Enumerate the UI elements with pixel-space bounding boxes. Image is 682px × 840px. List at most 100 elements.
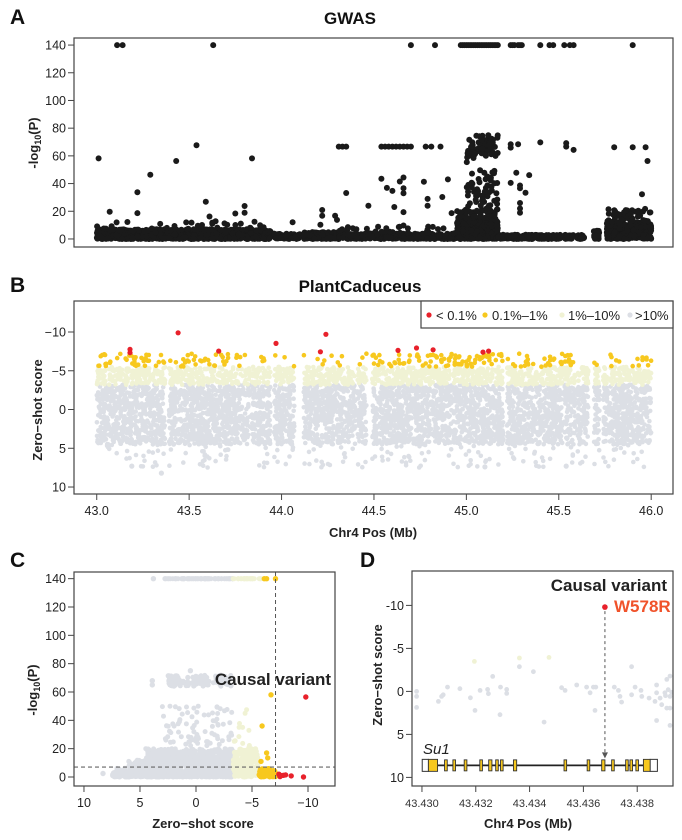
gwas-point	[570, 42, 577, 49]
gwas-point	[241, 209, 248, 216]
variant-point-grey	[217, 384, 223, 389]
y-tick-label: 20	[52, 205, 66, 219]
gwas-point	[400, 209, 407, 216]
variant-point-grey	[167, 425, 173, 431]
gwas-point	[526, 172, 533, 179]
variant-point-grey	[141, 453, 146, 459]
variant-point-grey	[124, 397, 129, 403]
variant-point-grey	[225, 384, 230, 389]
gwas-point-black	[171, 223, 178, 229]
variant-point-grey	[261, 464, 267, 470]
variant-point-grey	[287, 454, 292, 459]
gwas-point-black	[595, 227, 602, 234]
variant-point-grey	[213, 419, 219, 424]
variant-point-grey	[211, 426, 216, 431]
gwas-point	[420, 178, 427, 185]
variant-point-grey	[212, 397, 217, 402]
variant-point-grey	[96, 413, 101, 418]
variant-point-grey	[157, 418, 162, 424]
gwas-point-black	[429, 223, 436, 230]
variant-point-grey	[222, 439, 228, 445]
variant-point-grey	[146, 449, 152, 454]
gwas-point-black	[500, 231, 507, 238]
variant-point-grey	[145, 386, 151, 392]
variant-point-grey	[256, 389, 262, 395]
variant-point-grey	[142, 458, 147, 464]
variant-point-grey	[227, 417, 233, 422]
gwas-point-black	[354, 234, 361, 241]
variant-point-grey	[232, 411, 238, 417]
variant-point-grey	[250, 438, 256, 443]
plantcaduceus-x-axis-label: Chr4 Pos (Mb)	[329, 525, 417, 540]
variant-point-grey	[198, 431, 204, 436]
gwas-point-black	[260, 224, 267, 231]
gwas-point-black	[307, 232, 313, 239]
gwas-point	[629, 144, 636, 151]
variant-point-grey	[275, 459, 280, 465]
variant-point-grey	[259, 430, 265, 435]
gwas-point-black	[481, 188, 488, 195]
points-1	[94, 330, 654, 476]
variant-point-grey	[122, 416, 128, 422]
variant-point-grey	[245, 422, 250, 428]
gwas-point	[550, 42, 557, 49]
gwas-point-black	[519, 235, 526, 242]
panel-letter-a: A	[10, 6, 25, 29]
variant-point-grey	[134, 387, 140, 392]
variant-point-grey	[140, 422, 145, 427]
gwas-point-black	[462, 215, 469, 222]
variant-point-grey	[206, 387, 212, 393]
gwas-point-black	[473, 228, 480, 235]
variant-point-grey	[188, 418, 194, 424]
variant-point-grey	[220, 420, 226, 425]
gwas-point-black	[637, 212, 644, 219]
gwas-point	[537, 139, 544, 146]
variant-point-grey	[147, 406, 153, 411]
variant-point-grey	[154, 423, 160, 429]
variant-point-grey	[289, 433, 294, 439]
gwas-point	[517, 205, 523, 212]
gwas-point-black	[605, 206, 612, 213]
variant-point-grey	[118, 441, 124, 447]
variant-point-grey	[119, 390, 125, 396]
variant-point-grey	[184, 397, 190, 403]
variant-point-grey	[189, 405, 195, 410]
gwas-point	[400, 222, 407, 229]
variant-point-grey	[173, 389, 178, 395]
ylabel-subscript: 10	[32, 682, 42, 692]
gwas-point-black	[387, 234, 394, 241]
gwas-point	[114, 42, 121, 49]
gwas-point	[147, 171, 154, 178]
variant-point-grey	[118, 410, 123, 415]
gwas-point	[537, 42, 544, 49]
gwas-point	[232, 210, 239, 217]
gwas-point-black	[360, 232, 366, 239]
gwas-point-black	[353, 226, 360, 233]
gwas-point-black	[344, 224, 351, 231]
gwas-point	[400, 190, 407, 197]
variant-point-grey	[246, 403, 251, 409]
gwas-point	[639, 191, 645, 198]
variant-point-grey	[193, 418, 199, 423]
gwas-point-black	[479, 145, 486, 152]
variant-point-grey	[144, 435, 149, 440]
gwas-point-black	[488, 221, 494, 228]
gwas-point-black	[160, 235, 167, 242]
variant-point-grey	[251, 387, 256, 392]
variant-point-grey	[124, 448, 130, 454]
variant-point-grey	[188, 412, 194, 418]
variant-point-grey	[183, 389, 189, 395]
variant-point-grey	[148, 423, 153, 428]
gwas-point	[644, 158, 651, 164]
gwas-point-black	[492, 152, 499, 159]
gwas-point-black	[108, 223, 115, 230]
gwas-point-black	[247, 229, 254, 236]
gwas-point-black	[605, 217, 612, 224]
gwas-point-black	[494, 206, 501, 213]
variant-point-grey	[217, 437, 222, 443]
y-tick-label: 0	[59, 232, 66, 246]
panel-letter-d: D	[360, 549, 375, 572]
gwas-point-black	[494, 226, 500, 233]
variant-point-grey	[187, 424, 193, 429]
gwas-point	[561, 42, 568, 49]
